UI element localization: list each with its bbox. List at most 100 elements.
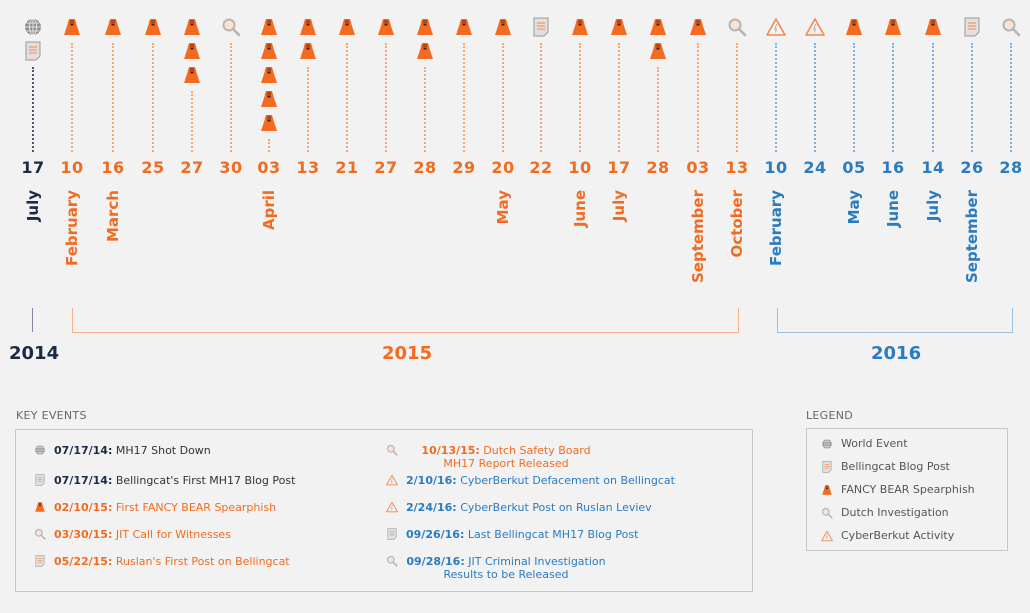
dotted-connector (71, 43, 73, 152)
fancy-bear-icon (298, 17, 318, 37)
month-label: February (767, 190, 785, 266)
event-date: 05/22/15: (54, 555, 113, 568)
mag-icon (386, 555, 398, 567)
key-event-item: 2/10/16: CyberBerkut Defacement on Belli… (386, 474, 716, 487)
day-label: 29 (452, 158, 476, 177)
month-label: June (884, 190, 902, 228)
warn-icon (386, 501, 398, 513)
globe-icon (821, 438, 833, 450)
day-label: 13 (296, 158, 320, 177)
month-label: July (610, 190, 628, 222)
year-2016-label: 2016 (871, 343, 922, 364)
day-label: 27 (180, 158, 204, 177)
month-label: October (728, 190, 746, 258)
dotted-connector (463, 43, 465, 152)
fancy-bear-icon (259, 65, 279, 85)
globe-icon (23, 17, 43, 37)
fancy-bear-icon (182, 65, 202, 85)
month-label: July (24, 190, 42, 222)
day-label: 17 (21, 158, 45, 177)
event-date: 02/10/15: (54, 501, 113, 514)
key-event-item: 02/10/15: First FANCY BEAR Spearphish (34, 501, 364, 514)
mag-icon (34, 528, 46, 540)
doc-icon (34, 474, 46, 486)
fancy-bear-icon (570, 17, 590, 37)
day-label: 03 (257, 158, 281, 177)
event-text: Bellingcat's First MH17 Blog Post (115, 474, 296, 487)
key-events-title: KEY EVENTS (16, 409, 87, 422)
legend-box: World Event Bellingcat Blog Post FANCY BEA… (806, 428, 1008, 551)
event-date: 10/13/15: (421, 444, 480, 457)
event-text: JIT Call for Witnesses (115, 528, 231, 541)
fancy-bear-icon (182, 17, 202, 37)
event-text: Ruslan's First Post on Bellingcat (115, 555, 290, 568)
event-text: First FANCY BEAR Spearphish (115, 501, 277, 514)
day-label: 13 (725, 158, 749, 177)
dotted-connector (579, 43, 581, 152)
legend-label: CyberBerkut Activity (841, 529, 955, 542)
mag-icon (821, 507, 833, 519)
dotted-connector (502, 43, 504, 152)
event-date: 07/17/14: (54, 474, 113, 487)
event-text: JIT Criminal Investigation Results to be… (443, 555, 606, 581)
fancy-bear-icon (259, 113, 279, 133)
day-label: 28 (413, 158, 437, 177)
day-label: 03 (686, 158, 710, 177)
key-event-item: 07/17/14: MH17 Shot Down (34, 444, 364, 457)
warn-icon (821, 530, 833, 542)
dotted-connector (346, 43, 348, 152)
legend-label: FANCY BEAR Spearphish (841, 483, 975, 496)
fancy-bear-icon (688, 17, 708, 37)
document-icon (531, 17, 551, 37)
warn-icon (386, 474, 398, 486)
globe-icon (34, 444, 46, 456)
fancy-bear-icon (883, 17, 903, 37)
fancy-bear-icon (376, 17, 396, 37)
day-label: 20 (491, 158, 515, 177)
dotted-connector (1010, 43, 1012, 152)
month-label: September (963, 190, 981, 283)
month-label: February (63, 190, 81, 266)
dotted-connector (736, 43, 738, 152)
dotted-connector (657, 67, 659, 152)
mag-icon (386, 444, 398, 456)
fancy-bear-icon (298, 41, 318, 61)
key-event-item: 03/30/15: JIT Call for Witnesses (34, 528, 364, 541)
dotted-connector (268, 139, 270, 152)
event-text: CyberBerkut Post on Ruslan Leviev (460, 501, 652, 514)
event-date: 2/10/16: (406, 474, 457, 487)
key-event-item: 2/24/16: CyberBerkut Post on Ruslan Levi… (386, 501, 716, 514)
day-label: 25 (141, 158, 165, 177)
dotted-connector (697, 43, 699, 152)
day-label: 16 (881, 158, 905, 177)
dotted-connector (971, 43, 973, 152)
magnifier-icon (727, 17, 747, 37)
month-label: September (689, 190, 707, 283)
dotted-connector (853, 43, 855, 152)
fancy-bear-icon (259, 17, 279, 37)
dotted-connector (32, 67, 34, 152)
legend-item: Bellingcat Blog Post (821, 460, 950, 473)
legend-label: Bellingcat Blog Post (841, 460, 950, 473)
day-label: 28 (646, 158, 670, 177)
fancy-bear-icon (493, 17, 513, 37)
day-label: 22 (529, 158, 553, 177)
magnifier-icon (221, 17, 241, 37)
year-2014-bracket (32, 308, 33, 332)
bear-icon (821, 484, 833, 496)
month-label: May (494, 190, 512, 225)
legend-item: CyberBerkut Activity (821, 529, 954, 542)
day-label: 28 (999, 158, 1023, 177)
fancy-bear-icon (454, 17, 474, 37)
month-label: July (924, 190, 942, 222)
event-text: Dutch Safety Board MH17 Report Released (443, 444, 591, 470)
event-text: Last Bellingcat MH17 Blog Post (467, 528, 639, 541)
day-label: 21 (335, 158, 359, 177)
document-icon (23, 41, 43, 61)
dotted-connector (152, 43, 154, 152)
warning-icon (805, 17, 825, 37)
event-date: 2/24/16: (406, 501, 457, 514)
legend-label: World Event (841, 437, 908, 450)
dotted-connector (775, 43, 777, 152)
legend-item: Dutch Investigation (821, 506, 949, 519)
